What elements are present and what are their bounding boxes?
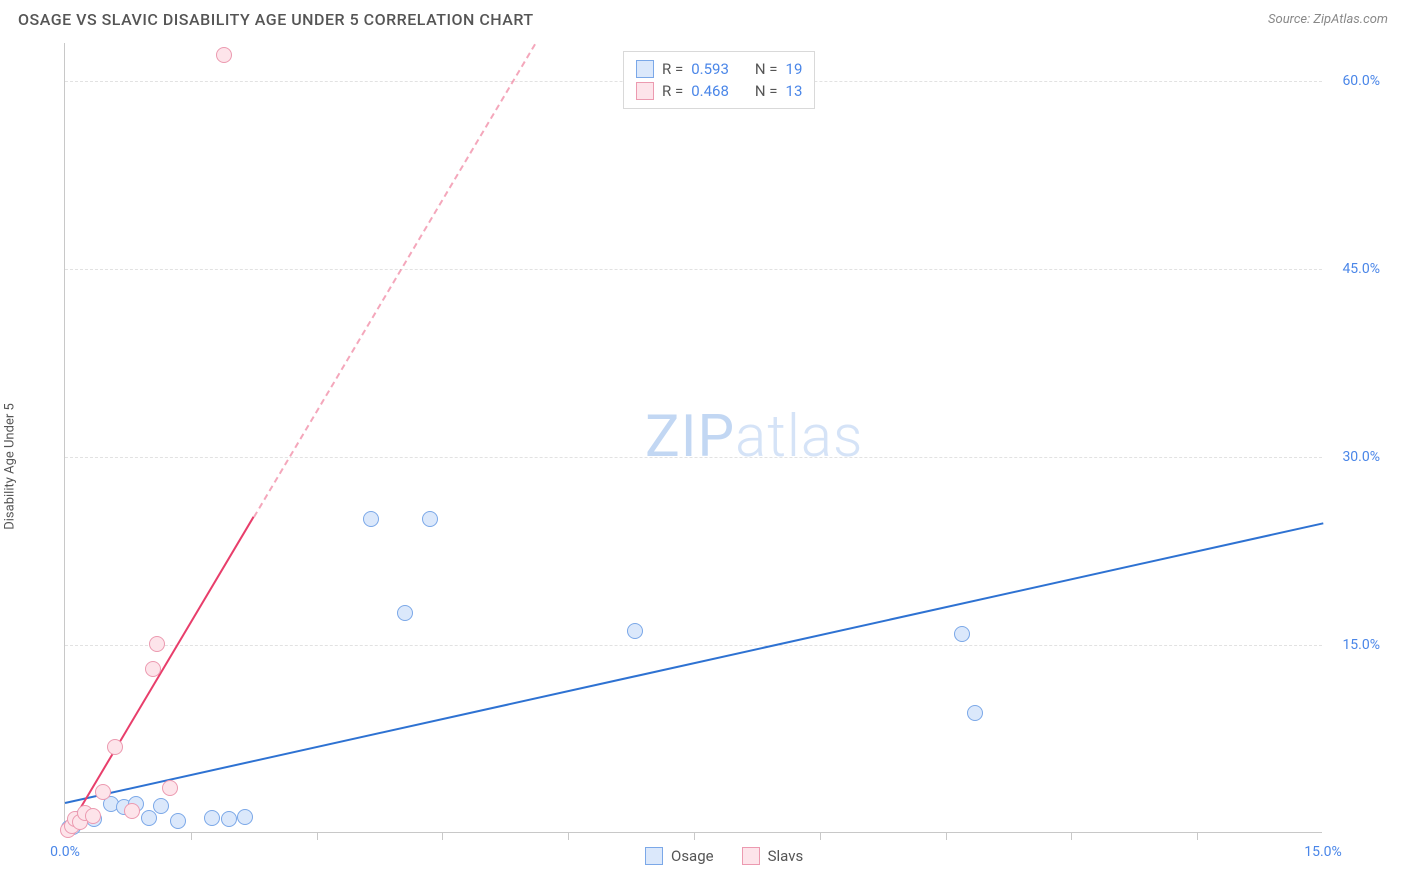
correlation-legend: R = 0.593 N = 19 R = 0.468 N = 13 <box>623 51 815 109</box>
legend-label: Slavs <box>768 847 804 865</box>
data-point <box>170 813 186 829</box>
data-point <box>216 47 232 63</box>
gridline <box>65 645 1322 646</box>
y-tick-label: 45.0% <box>1342 261 1380 277</box>
data-point <box>237 809 253 825</box>
trendline <box>64 516 254 834</box>
legend-swatch <box>742 847 760 865</box>
legend-swatch <box>636 60 654 78</box>
data-point <box>627 623 643 639</box>
gridline <box>65 457 1322 458</box>
legend-r-label: R = <box>662 60 683 78</box>
chart-container: Disability Age Under 5 15.0%30.0%45.0%60… <box>18 35 1388 883</box>
x-tick-label: 15.0% <box>1304 844 1342 860</box>
x-tick <box>694 832 695 840</box>
trendline <box>65 522 1323 804</box>
legend-item: Slavs <box>742 847 804 865</box>
trendline <box>253 43 536 517</box>
gridline <box>65 269 1322 270</box>
legend-label: Osage <box>671 847 714 865</box>
data-point <box>397 605 413 621</box>
x-tick <box>317 832 318 840</box>
data-point <box>124 803 140 819</box>
x-tick <box>1071 832 1072 840</box>
y-tick-label: 30.0% <box>1342 449 1380 465</box>
y-tick-label: 15.0% <box>1342 637 1380 653</box>
data-point <box>149 636 165 652</box>
x-tick <box>1197 832 1198 840</box>
data-point <box>221 811 237 827</box>
x-tick <box>568 832 569 840</box>
data-point <box>107 739 123 755</box>
legend-r-value: 0.593 <box>691 60 729 78</box>
y-axis-label: Disability Age Under 5 <box>3 403 18 530</box>
legend-n-value: 19 <box>786 60 803 78</box>
data-point <box>363 511 379 527</box>
data-point <box>145 661 161 677</box>
source-label: Source: ZipAtlas.com <box>1268 12 1388 27</box>
legend-n-label: N = <box>755 82 778 100</box>
watermark: ZIPatlas <box>645 403 863 471</box>
data-point <box>954 626 970 642</box>
legend-row: R = 0.593 N = 19 <box>636 58 802 80</box>
data-point <box>967 705 983 721</box>
x-tick <box>820 832 821 840</box>
data-point <box>153 798 169 814</box>
data-point <box>85 808 101 824</box>
series-legend: Osage Slavs <box>645 847 803 865</box>
legend-row: R = 0.468 N = 13 <box>636 80 802 102</box>
y-tick-label: 60.0% <box>1342 73 1380 89</box>
data-point <box>95 784 111 800</box>
chart-title: OSAGE VS SLAVIC DISABILITY AGE UNDER 5 C… <box>18 10 534 29</box>
data-point <box>422 511 438 527</box>
x-tick <box>442 832 443 840</box>
x-tick <box>946 832 947 840</box>
legend-swatch <box>636 82 654 100</box>
plot-area: 15.0%30.0%45.0%60.0%0.0%15.0%ZIPatlasR =… <box>64 43 1322 833</box>
data-point <box>204 810 220 826</box>
legend-r-value: 0.468 <box>691 82 729 100</box>
legend-n-label: N = <box>755 60 778 78</box>
legend-item: Osage <box>645 847 714 865</box>
data-point <box>162 780 178 796</box>
legend-r-label: R = <box>662 82 683 100</box>
x-tick-label: 0.0% <box>50 844 80 860</box>
legend-swatch <box>645 847 663 865</box>
x-tick <box>191 832 192 840</box>
legend-n-value: 13 <box>786 82 803 100</box>
data-point <box>141 810 157 826</box>
